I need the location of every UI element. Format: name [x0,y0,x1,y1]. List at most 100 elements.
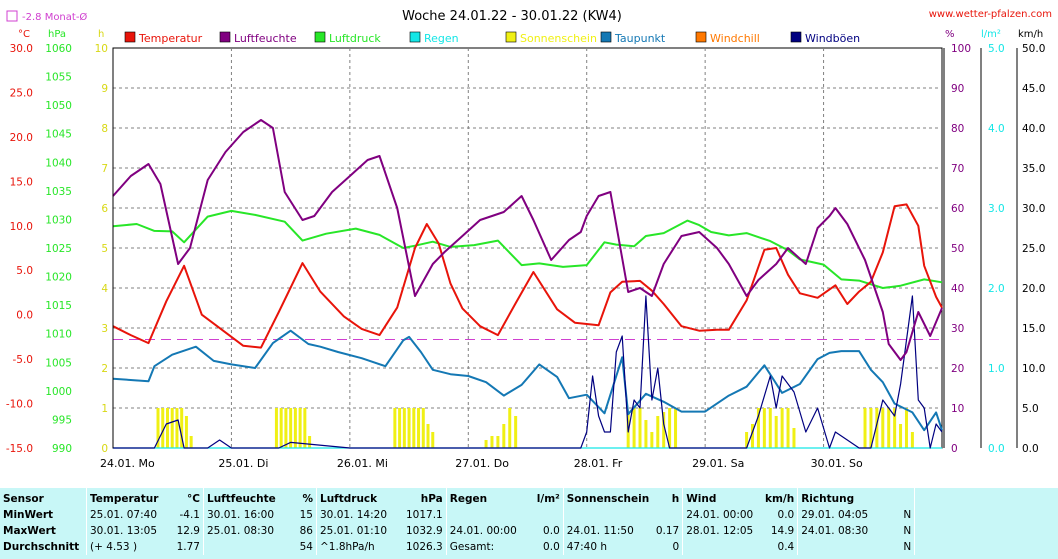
humidity-axis-tick: 10 [951,403,964,415]
stats-cell-label: MaxWert [3,525,56,537]
wind-axis-tick: 20.0 [1022,283,1045,295]
stats-header-pressure: Luftdruck [316,488,403,507]
stats-header-temp-unit: °C [187,493,200,505]
stats-cell [652,507,683,523]
x-axis-label: 25.01. Di [218,457,268,470]
legend-label: Taupunkt [614,32,666,45]
sunshine-bar [875,408,879,448]
sunshine-bar [398,408,402,448]
stats-spacer [914,523,1052,539]
pressure-axis-tick: 1030 [45,214,72,226]
sunshine-bar [279,408,283,448]
stats-cell: 0.0 [543,525,560,537]
stats-header-wind: Wind [682,488,762,507]
stats-cell: 14.9 [770,525,795,537]
sunshine-bar [745,432,749,448]
temp-axis-tick: 15.0 [10,176,33,188]
stats-row-max: MaxWert 30.01. 13:05 12.9 25.01. 08:30 8… [0,523,1052,539]
weather-chart: -15.0-10.0-5.00.05.010.015.020.025.030.0… [6,9,1052,470]
temp-axis-tick: -5.0 [13,354,34,366]
sunshine-bar [189,436,193,448]
rain-axis-tick: 3.0 [988,203,1005,215]
wind-axis-tick: 45.0 [1022,83,1045,95]
humidity-axis-tick: 80 [951,123,964,135]
sunshine-axis-tick: 2 [101,363,108,375]
stats-cell: 24.01. 00:00 [682,507,762,523]
stats-row-min: MinWert 25.01. 07:40 -4.1 30.01. 16:00 1… [0,507,1052,523]
stats-cell: 0.17 [655,525,680,537]
sunshine-bar [632,408,636,448]
wind-axis-tick: 40.0 [1022,123,1045,135]
sunshine-bar [407,408,411,448]
pressure-axis-tick: 1035 [45,186,72,198]
stats-header-direction: Richtung [797,488,885,507]
stats-cell: 0 [672,541,680,553]
stats-cell [797,539,885,555]
stats-cell: 0.4 [777,541,795,553]
pressure-axis-tick: 1055 [45,72,72,84]
wind-axis-tick: 15.0 [1022,323,1045,335]
legend-swatch [314,31,326,43]
sunshine-axis-tick: 1 [101,403,108,415]
stats-header-rain: Regen [445,488,533,507]
stats-cell: 47:40 h [562,539,653,555]
sunshine-axis-tick: 5 [101,243,108,255]
legend-label: Regen [424,32,459,45]
wind-axis-tick: 35.0 [1022,163,1045,175]
sunshine-bar [180,408,184,448]
wind-axis-tick: 30.0 [1022,203,1045,215]
pressure-axis-tick: 1060 [45,43,72,55]
sunshine-bar [863,408,867,448]
pressure-unit: hPa [48,29,66,40]
sunshine-bar [417,408,421,448]
rain-axis-tick: 4.0 [988,123,1005,135]
temp-axis-tick: 25.0 [10,87,33,99]
source-link[interactable]: www.wetter-pfalzen.com [929,9,1052,20]
pressure-axis-tick: 1005 [45,357,72,369]
stats-spacer [914,488,1052,507]
stats-cell [562,507,653,523]
sunshine-bar [421,408,425,448]
statistics-panel: Sensor Temperatur °C Luftfeuchte % Luftd… [0,488,1058,559]
sunshine-bar [662,412,666,448]
humidity-axis-tick: 100 [951,43,971,55]
stats-row-avg: Durchschnitt (+ 4.53 ) 1.77 54 ^1.8hPa/h… [0,539,1052,555]
stats-cell: 24.01. 00:00 [445,523,533,539]
sunshine-bar [638,408,642,448]
sunshine-bar [161,408,165,448]
series-line-temperatur [112,203,943,349]
temp-axis-tick: 20.0 [10,132,33,144]
legend-label: Sonnenschein [520,32,597,45]
rain-axis-tick: 1.0 [988,363,1005,375]
stats-cell [203,539,290,555]
pressure-axis-tick: 1015 [45,300,72,312]
stats-cell: N [903,525,912,537]
stats-cell: 1026.3 [406,541,443,553]
x-axis-label: 24.01. Mo [100,457,155,470]
pressure-axis-tick: 1020 [45,272,72,284]
sunshine-bar [184,416,188,448]
stats-cell: 54 [299,541,313,553]
sunshine-bar [175,408,179,448]
sunshine-bar [402,408,406,448]
sunshine-bar [656,416,660,448]
stats-cell: 30.01. 14:20 [316,507,403,523]
sunshine-axis-tick: 8 [101,123,108,135]
sunshine-bar [751,424,755,448]
pressure-axis-tick: 1000 [45,386,72,398]
x-axis-label: 27.01. Do [455,457,509,470]
legend-swatch [790,31,802,43]
stats-cell: 25.01. 08:30 [203,523,290,539]
stats-cell: 1017.1 [406,509,443,521]
sunshine-bar [792,428,796,448]
pressure-axis-tick: 990 [52,443,72,455]
sunshine-bar [514,416,518,448]
stats-cell: 1.77 [176,541,200,553]
sunshine-bar [893,408,897,448]
sunshine-axis-tick: 4 [101,283,108,295]
sunshine-axis-tick: 10 [95,43,108,55]
stats-cell: 15 [299,509,313,521]
sunshine-bar [650,432,654,448]
stats-cell: -4.1 [179,509,201,521]
series-line-luftfeuchte [112,119,943,361]
